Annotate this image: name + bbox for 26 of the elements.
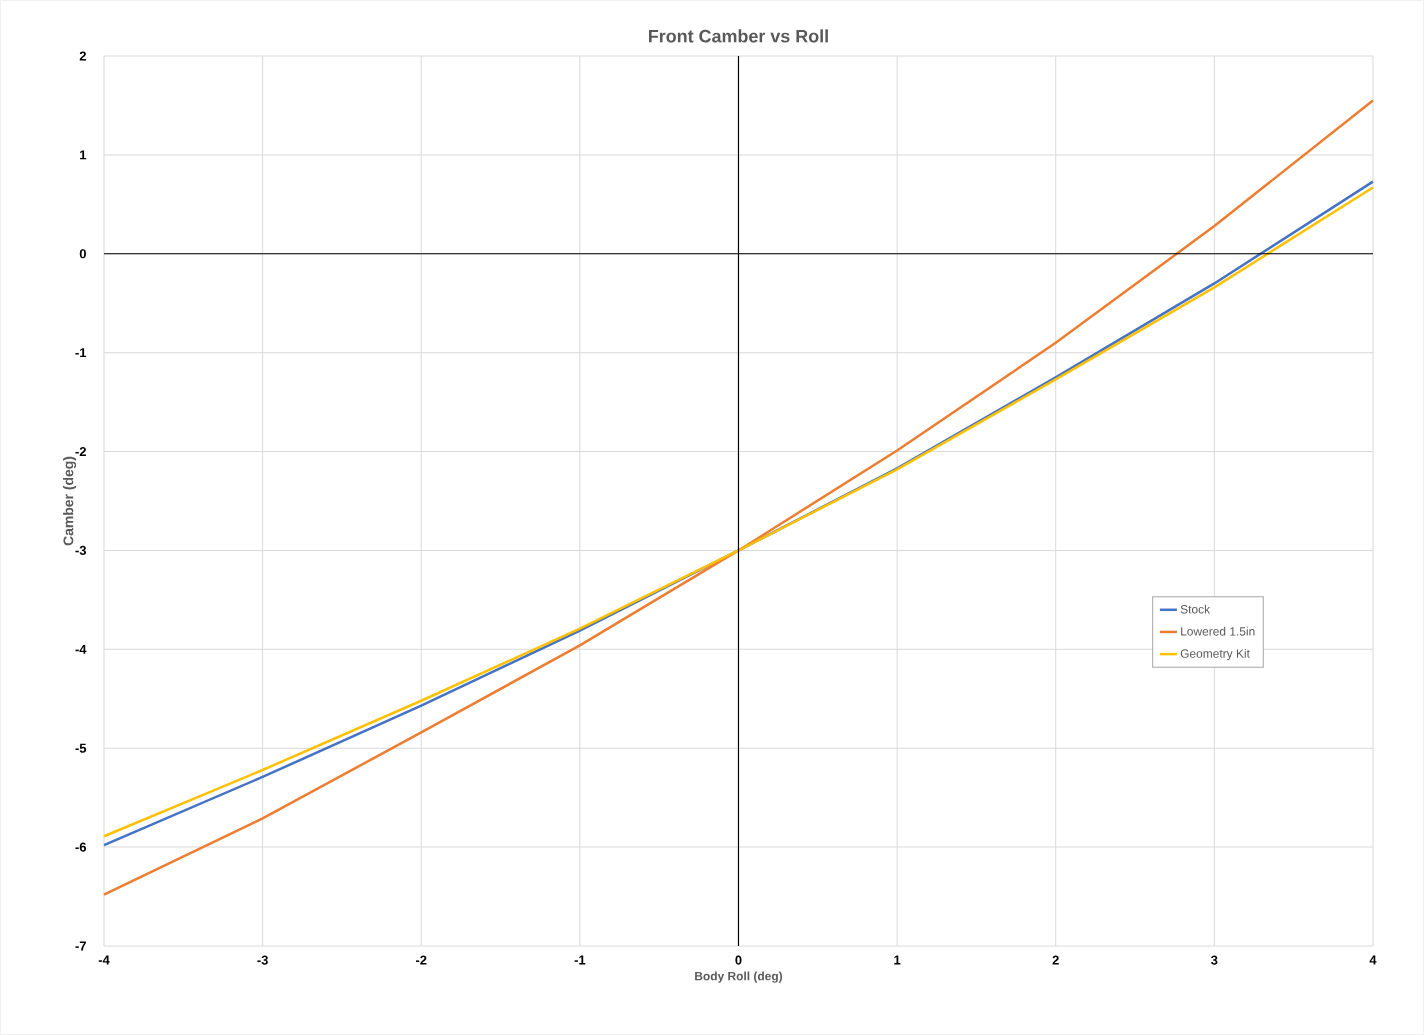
legend-label: Stock xyxy=(1180,604,1211,614)
x-tick-label: -3 xyxy=(257,955,268,965)
y-tick-label: -6 xyxy=(75,842,87,852)
x-tick-label: 1 xyxy=(894,955,901,965)
y-tick-label: -7 xyxy=(75,941,86,951)
x-tick-label: 3 xyxy=(1211,955,1218,965)
y-tick-label: -4 xyxy=(75,644,87,654)
line-series xyxy=(102,99,1375,896)
x-tick-label: 4 xyxy=(1369,955,1377,965)
y-tick-label: 0 xyxy=(79,249,86,259)
x-tick-label: -2 xyxy=(415,955,427,965)
y-tick-label: 2 xyxy=(79,51,86,61)
y-tick-label: -1 xyxy=(75,348,87,358)
y-tick-label: -5 xyxy=(75,743,87,753)
y-tick-label: -2 xyxy=(75,447,86,457)
x-tick-label: -1 xyxy=(574,955,586,965)
x-tick-label: 0 xyxy=(735,955,742,965)
x-axis-title: Body Roll (deg) xyxy=(695,971,783,983)
y-tick-label: -3 xyxy=(75,545,87,556)
y-tick-label: 1 xyxy=(80,150,87,160)
x-tick-label: 2 xyxy=(1052,955,1059,965)
y-axis-title: Camber (deg) xyxy=(63,456,77,546)
legend-label: Lowered 1.5in xyxy=(1181,626,1255,636)
chart-title: Front Camber vs Roll xyxy=(649,29,828,43)
legend-label: Geometry Kit xyxy=(1180,649,1250,661)
x-tick-label: -4 xyxy=(98,955,110,965)
